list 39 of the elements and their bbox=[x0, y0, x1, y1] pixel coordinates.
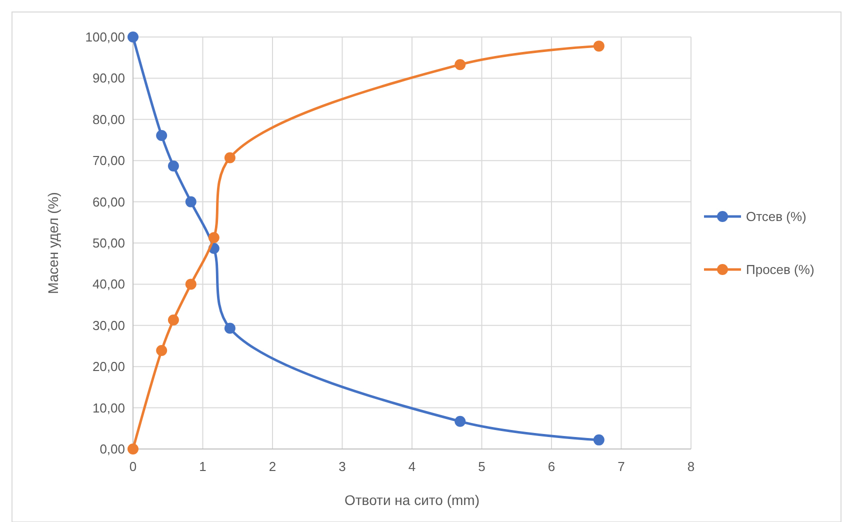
point bbox=[454, 416, 466, 427]
y-tick-label: 70,00 bbox=[92, 153, 125, 168]
x-tick-label: 5 bbox=[478, 459, 486, 474]
y-tick-label: 90,00 bbox=[92, 70, 125, 86]
x-tick-label: 1 bbox=[199, 459, 206, 474]
x-tick-label: 3 bbox=[338, 459, 346, 474]
y-tick-label: 60,00 bbox=[92, 194, 125, 210]
point bbox=[224, 322, 236, 334]
point bbox=[168, 314, 179, 326]
point bbox=[156, 130, 168, 141]
x-tick-label: 0 bbox=[129, 459, 137, 474]
y-tick-label: 0,00 bbox=[100, 442, 125, 456]
x-axis-title: Отвоти на сито (mm) bbox=[344, 492, 480, 508]
x-tick-label: 6 bbox=[548, 459, 556, 474]
y-tick-label: 20,00 bbox=[92, 359, 125, 374]
legend-label: Просев (%) bbox=[746, 262, 814, 277]
point bbox=[593, 40, 604, 52]
point bbox=[185, 278, 196, 290]
point bbox=[128, 32, 138, 42]
point bbox=[168, 160, 179, 172]
y-tick-label: 50,00 bbox=[92, 236, 125, 250]
y-tick-label: 30,00 bbox=[92, 318, 125, 333]
point bbox=[128, 444, 138, 454]
point bbox=[454, 59, 466, 70]
point bbox=[156, 345, 168, 356]
point bbox=[185, 196, 196, 208]
x-tick-label: 4 bbox=[408, 459, 416, 474]
point bbox=[224, 152, 236, 164]
y-tick-label: 40,00 bbox=[92, 276, 125, 292]
point bbox=[208, 232, 220, 244]
y-tick-label: 100,00 bbox=[85, 30, 125, 44]
y-tick-label: 10,00 bbox=[92, 400, 125, 416]
x-tick-label: 7 bbox=[618, 459, 625, 474]
x-tick-label: 2 bbox=[268, 459, 276, 474]
x-tick-label: 8 bbox=[687, 459, 695, 474]
legend-label: Отсев (%) bbox=[746, 209, 806, 224]
y-axis-title: Масен удел (%) bbox=[45, 192, 61, 294]
y-tick-label: 80,00 bbox=[92, 112, 125, 127]
point bbox=[593, 434, 604, 446]
